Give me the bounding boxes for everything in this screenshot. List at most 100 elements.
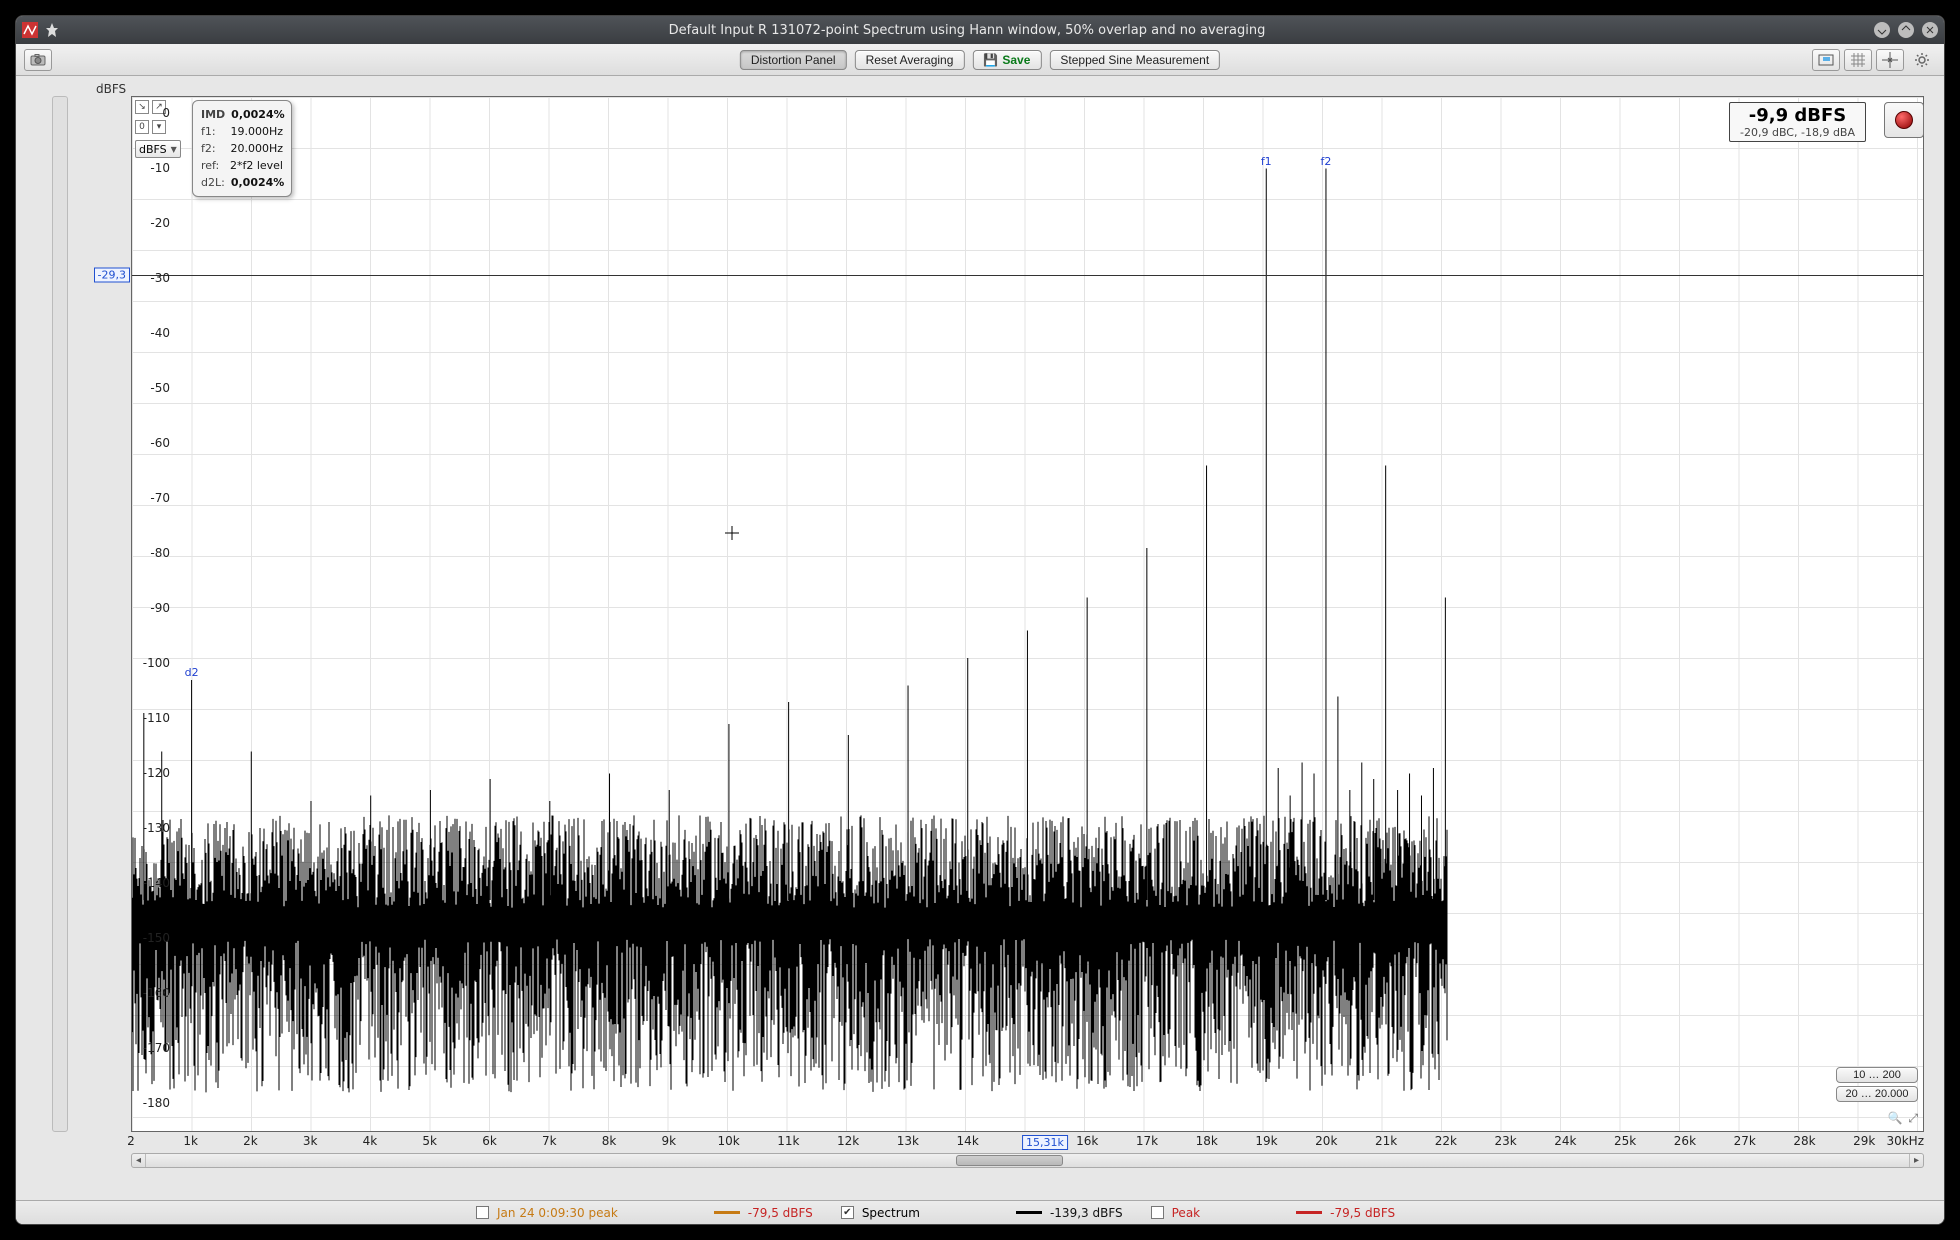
camera-button[interactable] (24, 49, 52, 71)
x-axis-unit: 30kHz (1886, 1134, 1924, 1148)
x-tick: 27k (1734, 1134, 1756, 1148)
peak-name: Jan 24 0:09:30 peak (497, 1206, 618, 1220)
x-tick: 2 (127, 1134, 135, 1148)
spectrum-swatch (1016, 1211, 1042, 1214)
peak2-checkbox[interactable] (1151, 1206, 1164, 1219)
x-tick: 7k (542, 1134, 557, 1148)
y-tick: -60 (131, 436, 176, 450)
x-tick: 14k (957, 1134, 979, 1148)
expand-icon[interactable]: ⤢ (1908, 1111, 1918, 1126)
gear-icon[interactable] (1908, 49, 1936, 71)
x-tick: 20k (1315, 1134, 1337, 1148)
plot-canvas[interactable]: -29,3 d2 f1 f2 ↘ ↗ 0 ▾ (131, 96, 1924, 1132)
y-tick: -20 (131, 216, 176, 230)
y-tick: -120 (131, 766, 176, 780)
y-axis-title: dBFS (96, 82, 126, 96)
save-button[interactable]: 💾Save (972, 50, 1041, 70)
minimize-button[interactable] (1874, 22, 1890, 38)
magnifier-icon[interactable]: 🔍 (1887, 1111, 1902, 1126)
record-button[interactable] (1884, 102, 1924, 138)
app-window: Default Input R 131072-point Spectrum us… (15, 15, 1945, 1225)
x-tick: 12k (837, 1134, 859, 1148)
x-tick: 21k (1375, 1134, 1397, 1148)
save-label: Save (1002, 53, 1030, 67)
y-tick: -180 (131, 1096, 176, 1110)
y-readout: -29,3 (94, 267, 130, 282)
y-tick: -10 (131, 161, 176, 175)
y-tick: -70 (131, 491, 176, 505)
x-tick: 24k (1554, 1134, 1576, 1148)
unit-selector[interactable]: dBFS ▼ (135, 140, 181, 158)
down-icon[interactable]: ▾ (152, 120, 166, 134)
titlebar[interactable]: Default Input R 131072-point Spectrum us… (16, 16, 1944, 44)
marker-f1: f1 (1261, 155, 1272, 168)
y-tick: -110 (131, 711, 176, 725)
y-scrollbar[interactable] (52, 96, 68, 1132)
y-tick: -90 (131, 601, 176, 615)
y-tick: -30 (131, 271, 176, 285)
close-button[interactable] (1922, 22, 1938, 38)
y-tick: 0 (131, 106, 176, 120)
spectrum-value: -139,3 dBFS (1050, 1206, 1123, 1220)
x-tick: 28k (1793, 1134, 1815, 1148)
peak2-swatch (1296, 1211, 1322, 1214)
peak-checkbox[interactable] (476, 1206, 489, 1219)
x-tick: 17k (1136, 1134, 1158, 1148)
content: dBFS -29,3 d2 f1 f2 ↘ ↗ (16, 76, 1944, 1224)
spectrum-checkbox[interactable]: ✔ (841, 1206, 854, 1219)
x-tick: 16k (1076, 1134, 1098, 1148)
imd-title-k: IMD (201, 106, 225, 123)
crosshair-button[interactable] (1876, 49, 1904, 71)
y-tick: -100 (131, 656, 176, 670)
cursor-crosshair (725, 526, 739, 540)
x-tick: 6k (482, 1134, 497, 1148)
x-tick: 25k (1614, 1134, 1636, 1148)
x-tick: 29k (1853, 1134, 1875, 1148)
spectrum-trace (132, 97, 1923, 1131)
level-reference-line (132, 275, 1923, 276)
level-main: -9,9 dBFS (1740, 105, 1855, 126)
level-sub: -20,9 dBC, -18,9 dBA (1740, 126, 1855, 139)
distortion-panel-button[interactable]: Distortion Panel (740, 50, 847, 70)
x-tick: 2k (243, 1134, 258, 1148)
peak2-value: -79,5 dBFS (1330, 1206, 1395, 1220)
app-icon (22, 22, 38, 38)
unit-selector-label: dBFS (139, 143, 167, 156)
view-grid-button[interactable] (1844, 49, 1872, 71)
x-tick: 19k (1255, 1134, 1277, 1148)
scroll-right-icon[interactable]: ▸ (1909, 1154, 1923, 1167)
peak-value: -79,5 dBFS (748, 1206, 813, 1220)
x-tick: 10k (717, 1134, 739, 1148)
x-tick: 1k (183, 1134, 198, 1148)
peak2-label: Peak (1172, 1206, 1201, 1220)
record-icon (1895, 111, 1913, 129)
y-tick: -50 (131, 381, 176, 395)
x-tick: 11k (777, 1134, 799, 1148)
x-tick: 4k (363, 1134, 378, 1148)
y-tick: -40 (131, 326, 176, 340)
x-tick: 22k (1435, 1134, 1457, 1148)
x-tick: 8k (602, 1134, 617, 1148)
maximize-button[interactable] (1898, 22, 1914, 38)
pin-icon[interactable] (44, 22, 60, 38)
zoom-preset-1[interactable]: 10 … 200 (1836, 1067, 1918, 1083)
zoom-presets: 10 … 200 20 … 20.000 (1836, 1067, 1918, 1102)
zoom-preset-2[interactable]: 20 … 20.000 (1836, 1086, 1918, 1102)
view-limits-button[interactable] (1812, 49, 1840, 71)
x-tick: 9k (662, 1134, 677, 1148)
x-scrollbar-thumb[interactable] (956, 1155, 1063, 1166)
level-readout: -9,9 dBFS -20,9 dBC, -18,9 dBA (1729, 102, 1866, 142)
x-tick: 5k (422, 1134, 437, 1148)
chevron-down-icon: ▼ (171, 145, 177, 154)
y-tick: -150 (131, 931, 176, 945)
x-tick: 26k (1674, 1134, 1696, 1148)
marker-d2: d2 (185, 666, 199, 679)
spectrum-label: Spectrum (862, 1206, 920, 1220)
x-scrollbar[interactable]: ◂ ▸ (131, 1153, 1924, 1168)
scroll-left-icon[interactable]: ◂ (132, 1154, 146, 1167)
x-tick: 23k (1494, 1134, 1516, 1148)
stepped-sine-button[interactable]: Stepped Sine Measurement (1049, 50, 1220, 70)
zero-button[interactable]: 0 (135, 120, 149, 134)
reset-averaging-button[interactable]: Reset Averaging (855, 50, 965, 70)
y-tick: -130 (131, 821, 176, 835)
